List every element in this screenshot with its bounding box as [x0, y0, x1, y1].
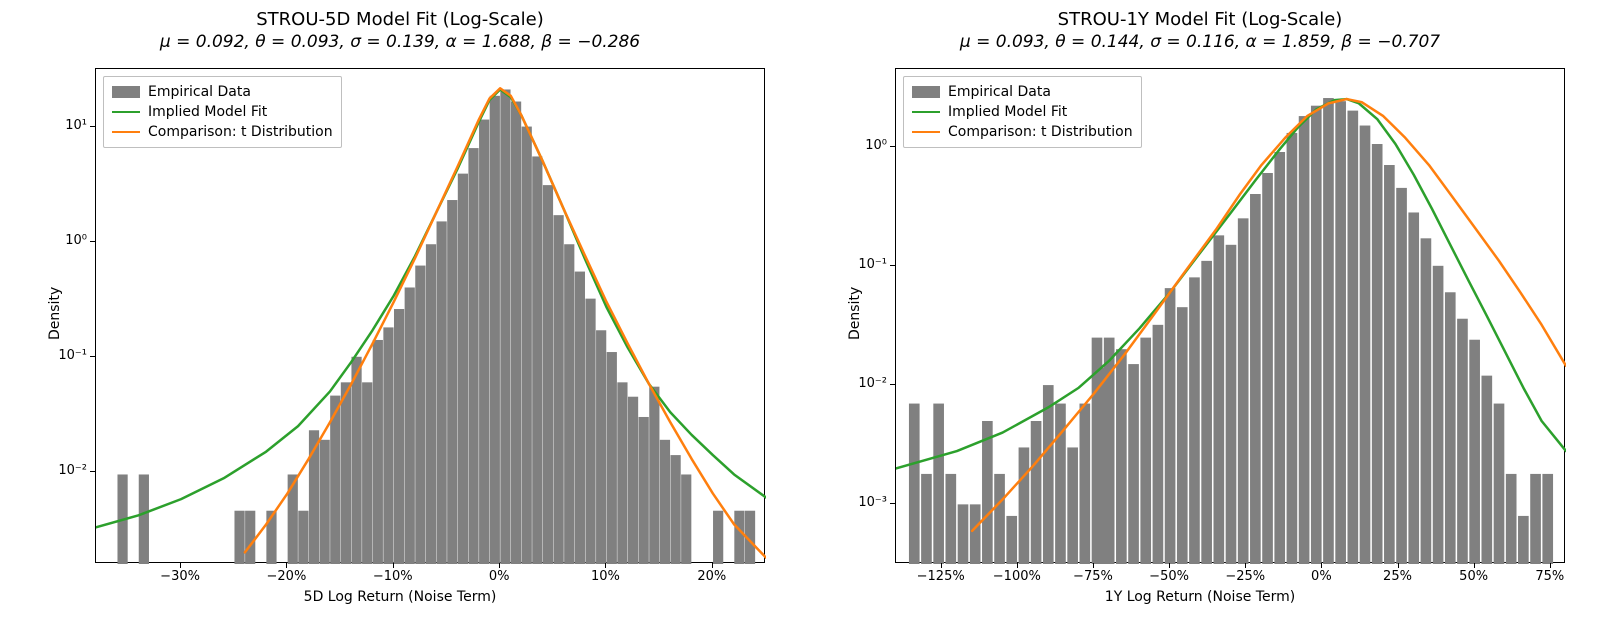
y-tick-label: 10⁻¹: [858, 257, 887, 272]
x-tick-label: 25%: [1383, 569, 1412, 584]
x-axis-label: 5D Log Return (Noise Term): [0, 589, 800, 605]
x-tick-label: −20%: [267, 569, 307, 584]
legend-item: Comparison: t Distribution: [112, 122, 333, 142]
x-tick-label: −100%: [993, 569, 1041, 584]
x-axis-label: 1Y Log Return (Noise Term): [800, 589, 1600, 605]
x-tick-label: −10%: [373, 569, 413, 584]
legend-item: Comparison: t Distribution: [912, 122, 1133, 142]
x-tick-label: 75%: [1535, 569, 1564, 584]
x-tick-label: −30%: [160, 569, 200, 584]
legend-item: Implied Model Fit: [112, 102, 333, 122]
y-tick-label: 10⁰: [65, 233, 87, 248]
x-tick-label: −125%: [917, 569, 965, 584]
legend-swatch-rect: [912, 86, 940, 98]
legend-swatch-line: [912, 111, 940, 114]
legend-swatch-line: [112, 111, 140, 114]
left-panel: STROU-5D Model Fit (Log-Scale) μ = 0.092…: [0, 0, 800, 625]
legend-label: Comparison: t Distribution: [948, 124, 1133, 140]
x-tick-label: 0%: [489, 569, 510, 584]
y-tick-label: 10⁻³: [858, 495, 887, 510]
histogram: [117, 89, 755, 564]
legend-swatch-rect: [112, 86, 140, 98]
x-tick-label: −50%: [1149, 569, 1189, 584]
legend-item: Empirical Data: [112, 82, 333, 102]
y-tick-label: 10¹: [65, 118, 87, 133]
right-title: STROU-1Y Model Fit (Log-Scale): [800, 8, 1600, 31]
legend-label: Implied Model Fit: [948, 104, 1067, 120]
legend-swatch-line: [112, 131, 140, 134]
legend-label: Empirical Data: [948, 84, 1051, 100]
legend-swatch-line: [912, 131, 940, 134]
left-title-block: STROU-5D Model Fit (Log-Scale) μ = 0.092…: [0, 8, 800, 53]
legend-item: Empirical Data: [912, 82, 1133, 102]
x-tick-label: 50%: [1459, 569, 1488, 584]
legend: Empirical Data Implied Model Fit Compariso…: [903, 76, 1142, 148]
histogram: [909, 98, 1553, 564]
y-tick-label: 10⁻²: [58, 463, 87, 478]
x-tick-label: 10%: [591, 569, 620, 584]
x-tick-label: −25%: [1225, 569, 1265, 584]
y-tick-label: 10⁻²: [858, 376, 887, 391]
right-panel: STROU-1Y Model Fit (Log-Scale) μ = 0.093…: [800, 0, 1600, 625]
legend-label: Comparison: t Distribution: [148, 124, 333, 140]
legend: Empirical Data Implied Model Fit Compariso…: [103, 76, 342, 148]
x-tick-label: 0%: [1311, 569, 1332, 584]
y-tick-label: 10⁻¹: [58, 348, 87, 363]
legend-label: Empirical Data: [148, 84, 251, 100]
x-tick-label: −75%: [1073, 569, 1113, 584]
left-subtitle: μ = 0.092, θ = 0.093, σ = 0.139, α = 1.6…: [0, 31, 800, 53]
y-tick-label: 10⁰: [865, 138, 887, 153]
legend-label: Implied Model Fit: [148, 104, 267, 120]
left-title: STROU-5D Model Fit (Log-Scale): [0, 8, 800, 31]
x-tick-label: 20%: [697, 569, 726, 584]
right-title-block: STROU-1Y Model Fit (Log-Scale) μ = 0.093…: [800, 8, 1600, 53]
right-subtitle: μ = 0.093, θ = 0.144, σ = 0.116, α = 1.8…: [800, 31, 1600, 53]
y-axis-label: Density: [47, 286, 63, 339]
legend-item: Implied Model Fit: [912, 102, 1133, 122]
y-axis-label: Density: [847, 286, 863, 339]
